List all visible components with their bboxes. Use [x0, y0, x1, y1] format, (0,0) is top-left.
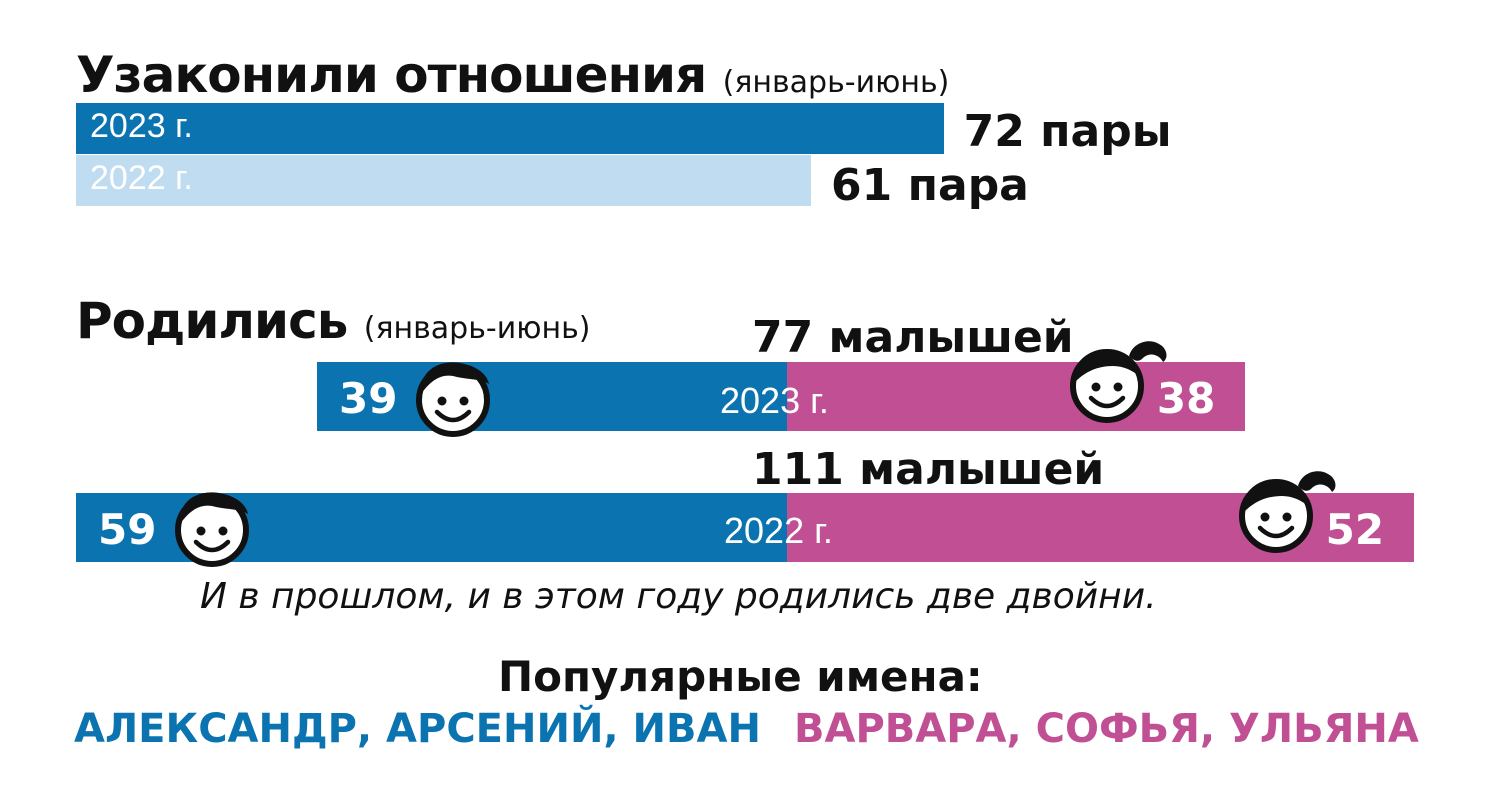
marriage-value-2023: 72 пары	[963, 106, 1172, 157]
births-girls-count-2023: 38	[1156, 374, 1216, 423]
twins-note: И в прошлом, и в этом году родились две …	[200, 576, 1157, 617]
marriages-title: Узаконили отношения (январь-июнь)	[76, 46, 949, 104]
boy-face-icon	[175, 492, 250, 567]
marriage-year-2022: 2022 г.	[90, 159, 193, 197]
births-total-2022: 111 малышей	[752, 444, 1105, 495]
births-boys-count-2023: 39	[339, 374, 398, 423]
births-girls-bar-2023	[787, 362, 1245, 431]
marriages-title-text: Узаконили отношения	[76, 46, 707, 104]
girl-face-icon	[1238, 471, 1336, 553]
births-title-text: Родились	[76, 292, 348, 350]
girl-face-icon	[1069, 341, 1167, 423]
popular-girl-names: ВАРВАРА, СОФЬЯ, УЛЬЯНА	[794, 706, 1419, 752]
births-year-2022: 2022 г.	[724, 510, 833, 551]
popular-boy-names: АЛЕКСАНДР, АРСЕНИЙ, ИВАН	[74, 706, 761, 752]
marriage-bar-2022	[76, 155, 812, 206]
marriages-period: (январь-июнь)	[722, 65, 950, 100]
births-period: (январь-июнь)	[363, 311, 591, 346]
births-year-2023: 2023 г.	[720, 380, 829, 421]
boy-face-icon	[416, 362, 491, 437]
births-boys-bar-2023	[317, 362, 787, 431]
births-girls-count-2022: 52	[1325, 505, 1385, 554]
marriage-bar-2023	[76, 103, 944, 154]
popular-names-title: Популярные имена:	[498, 652, 983, 701]
births-boys-count-2022: 59	[98, 505, 157, 554]
births-title: Родились (январь-июнь)	[76, 292, 590, 350]
marriage-value-2022: 61 пара	[831, 160, 1029, 211]
births-total-2023: 77 малышей	[752, 312, 1074, 363]
marriage-year-2023: 2023 г.	[90, 107, 193, 145]
